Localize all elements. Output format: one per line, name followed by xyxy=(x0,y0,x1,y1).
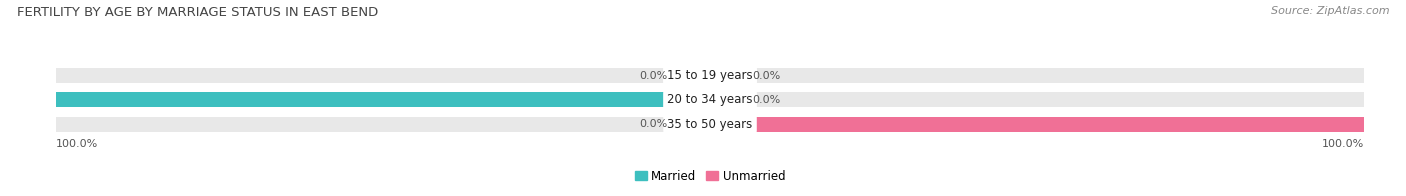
Bar xyxy=(56,68,1364,83)
Bar xyxy=(710,117,1364,132)
Bar xyxy=(678,68,710,83)
Text: 15 to 19 years: 15 to 19 years xyxy=(668,69,752,82)
Text: 35 to 50 years: 35 to 50 years xyxy=(668,118,752,131)
Bar xyxy=(56,117,1364,132)
Text: 100.0%: 100.0% xyxy=(56,139,98,149)
Text: 0.0%: 0.0% xyxy=(640,119,668,129)
Text: 0.0%: 0.0% xyxy=(640,71,668,81)
Text: 0.0%: 0.0% xyxy=(752,71,780,81)
Bar xyxy=(56,92,1364,107)
Bar xyxy=(678,117,710,132)
Text: 100.0%: 100.0% xyxy=(0,95,46,105)
Text: 100.0%: 100.0% xyxy=(1374,119,1406,129)
Bar xyxy=(710,92,742,107)
Text: 20 to 34 years: 20 to 34 years xyxy=(668,93,752,106)
Text: Source: ZipAtlas.com: Source: ZipAtlas.com xyxy=(1271,6,1389,16)
Text: 100.0%: 100.0% xyxy=(1322,139,1364,149)
Bar xyxy=(710,68,742,83)
Bar xyxy=(56,92,710,107)
Text: 0.0%: 0.0% xyxy=(752,95,780,105)
Text: FERTILITY BY AGE BY MARRIAGE STATUS IN EAST BEND: FERTILITY BY AGE BY MARRIAGE STATUS IN E… xyxy=(17,6,378,19)
Legend: Married, Unmarried: Married, Unmarried xyxy=(636,170,785,183)
